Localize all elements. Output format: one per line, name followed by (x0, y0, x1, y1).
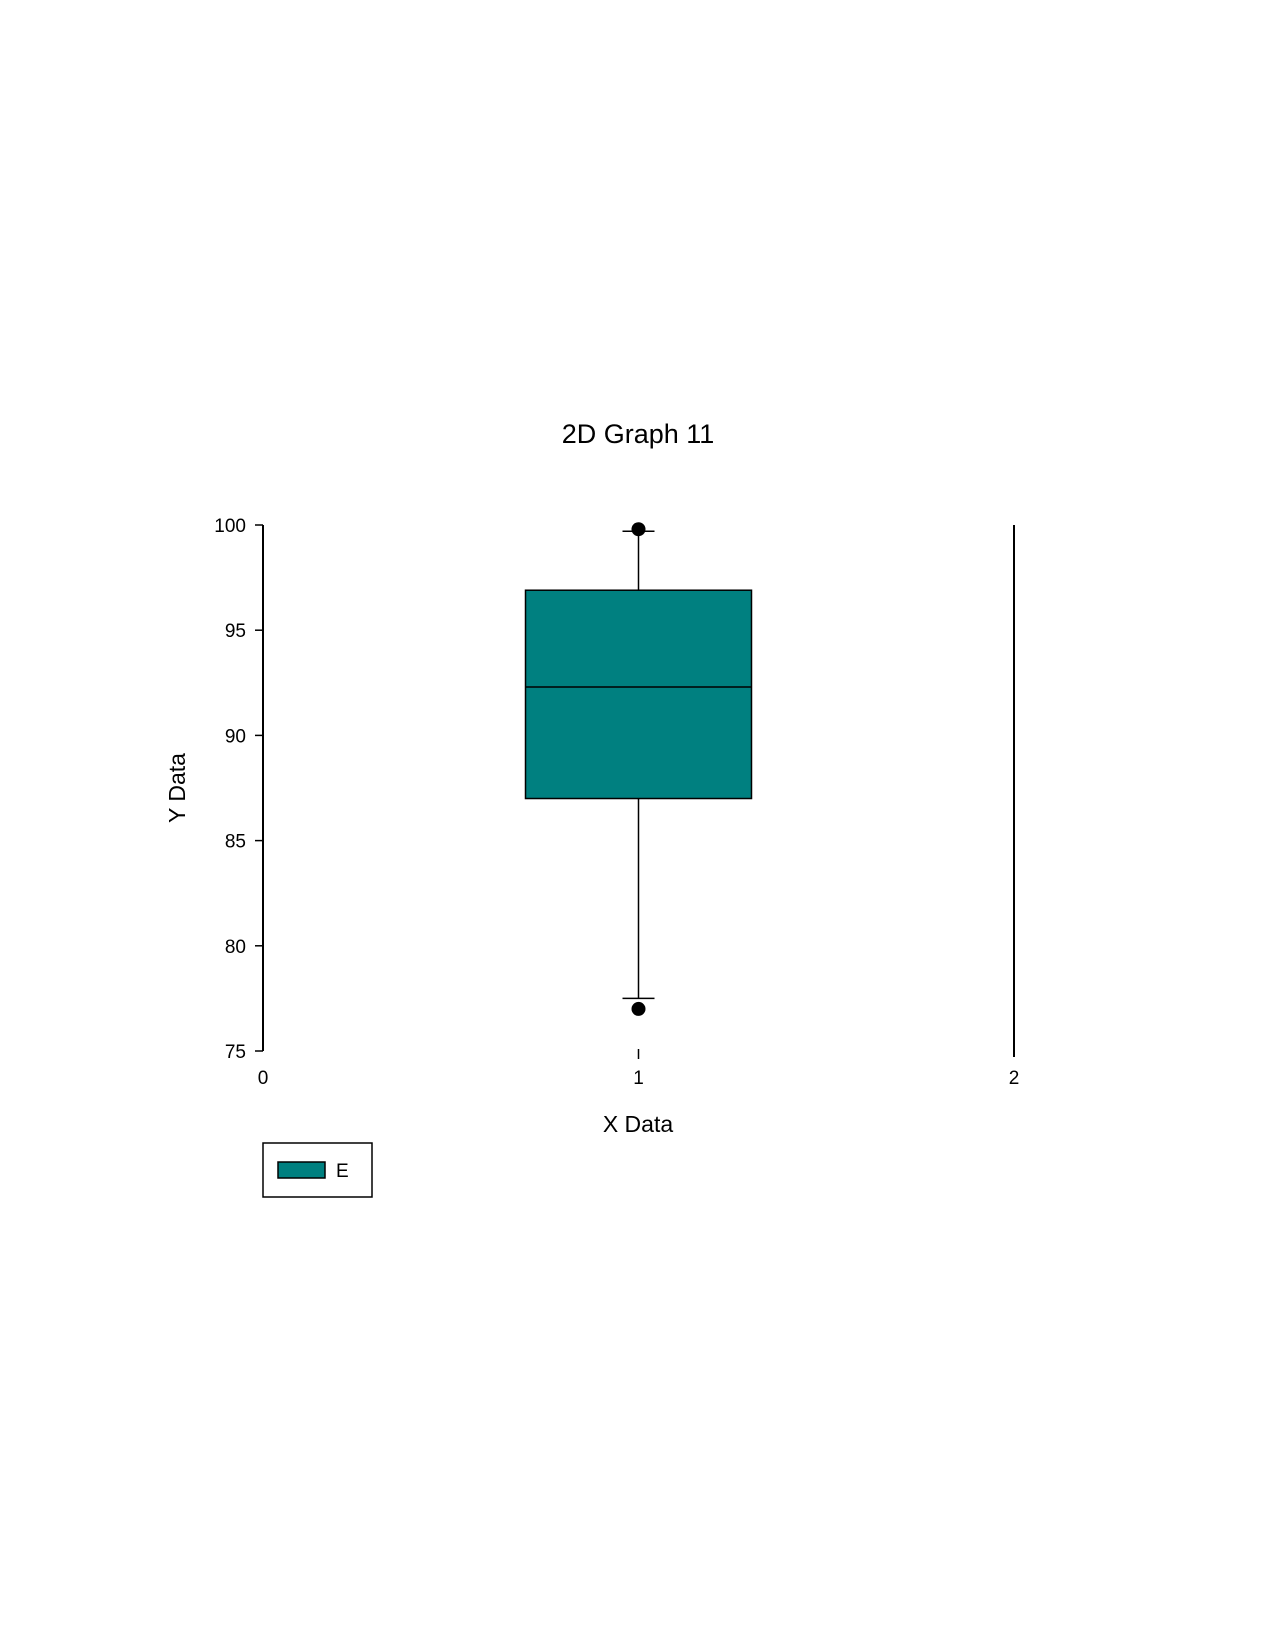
legend: E (262, 1142, 373, 1198)
y-tick-label: 75 (225, 1042, 246, 1063)
x-tick-label: 0 (258, 1068, 269, 1089)
x-tick-label: 2 (1009, 1068, 1020, 1089)
y-tick-label: 95 (225, 621, 246, 642)
axes: 75 80 85 90 95 100 0 1 2 (214, 516, 1019, 1089)
outlier-point (631, 522, 646, 537)
outlier-point (631, 1001, 646, 1016)
y-tick-label: 80 (225, 937, 246, 958)
x-axis-title: X Data (603, 1111, 674, 1137)
y-ticks: 75 80 85 90 95 100 (214, 516, 263, 1063)
legend-label: E (336, 1161, 349, 1182)
y-tick-label: 100 (214, 516, 246, 537)
chart-title: 2D Graph 11 (562, 419, 715, 449)
y-tick-label: 90 (225, 726, 246, 747)
x-ticks: 0 1 2 (258, 1049, 1020, 1089)
legend-swatch (277, 1161, 326, 1179)
x-tick-label: 1 (633, 1068, 644, 1089)
boxes (524, 522, 753, 1016)
box-iqr (524, 589, 753, 800)
y-tick-label: 85 (225, 832, 246, 853)
y-axis-title: Y Data (164, 753, 190, 823)
